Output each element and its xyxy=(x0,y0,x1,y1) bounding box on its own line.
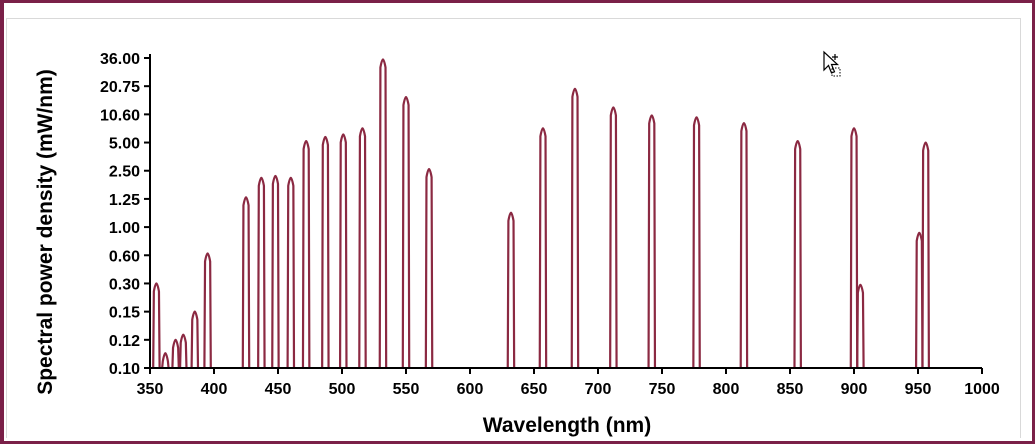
y-tick-label: 0.10 xyxy=(109,361,140,378)
series-group xyxy=(152,58,930,369)
spectral-peak-516nm xyxy=(358,127,367,369)
x-tick-label: 750 xyxy=(649,381,676,398)
y-tick-label: 10.60 xyxy=(100,107,140,124)
mouse-cursor-icon xyxy=(823,50,841,77)
x-tick-label: 550 xyxy=(393,381,420,398)
spectral-peak-657nm xyxy=(538,127,548,369)
spectral-peak-448nm xyxy=(271,174,280,369)
spectral-peak-900nm xyxy=(849,127,859,369)
y-tick-label: 0.60 xyxy=(109,248,140,265)
spectral-peak-951nm xyxy=(914,231,924,369)
spectral-peak-395nm xyxy=(203,252,212,369)
spectral-peak-956nm xyxy=(921,141,930,369)
spectral-peak-777nm xyxy=(692,116,701,369)
y-tick-label: 0.12 xyxy=(109,333,140,350)
spectral-peak-355nm xyxy=(152,282,161,369)
spectral-peak-487nm xyxy=(321,135,330,369)
x-tick-label: 700 xyxy=(585,381,612,398)
y-tick-label: 1.25 xyxy=(109,192,140,209)
spectral-peak-682nm xyxy=(570,87,580,369)
x-tick-label: 900 xyxy=(841,381,868,398)
y-tick-label: 20.75 xyxy=(100,79,140,96)
spectral-peak-712nm xyxy=(609,106,618,369)
spectral-peak-472nm xyxy=(301,139,311,369)
x-tick-label: 400 xyxy=(201,381,228,398)
x-tick-label: 850 xyxy=(777,381,804,398)
spectral-peak-814nm xyxy=(739,121,749,369)
spectral-peak-632nm xyxy=(506,211,516,369)
x-tick-label: 650 xyxy=(521,381,548,398)
y-tick-label: 0.15 xyxy=(109,305,140,322)
axes-group xyxy=(149,54,982,369)
spectral-peak-905nm xyxy=(856,283,865,369)
x-tick-label: 950 xyxy=(905,381,932,398)
spectral-peak-362nm xyxy=(161,352,170,369)
x-tick-label: 450 xyxy=(265,381,292,398)
spectral-peak-370nm xyxy=(171,338,180,369)
spectral-peak-856nm xyxy=(793,139,802,369)
y-tick-label: 0.30 xyxy=(109,276,140,293)
y-tick-label: 1.00 xyxy=(109,220,140,237)
spectral-peak-425nm xyxy=(241,196,251,369)
y-tick-label: 36.00 xyxy=(100,51,140,68)
x-tick-label: 1000 xyxy=(964,381,1000,398)
spectral-peak-550nm xyxy=(401,95,411,369)
spectral-peak-460nm xyxy=(286,176,296,369)
y-tick-label: 5.00 xyxy=(109,136,140,153)
x-tick-label: 350 xyxy=(137,381,164,398)
y-ticks: 0.10 0.12 0.15 0.30 0.60 1.00 1.25 2.50 5.00 10.6… xyxy=(100,51,150,378)
spectral-peak-532nm xyxy=(378,58,388,369)
y-axis-title: Spectral power density (mW/nm) xyxy=(34,69,57,395)
y-tick-label: 2.50 xyxy=(109,164,140,181)
spectral-peak-568nm xyxy=(424,168,434,369)
x-tick-label: 600 xyxy=(457,381,484,398)
x-tick-label: 800 xyxy=(713,381,740,398)
x-tick-label: 500 xyxy=(329,381,356,398)
x-ticks: 350 400 450 500 550 600 650 700 750 800 850 900 950 1… xyxy=(137,368,1000,398)
spectral-peak-385nm xyxy=(190,310,200,369)
spectral-peak-742nm xyxy=(647,114,657,369)
spectral-peak-501nm xyxy=(338,133,348,369)
spectral-peak-437nm xyxy=(257,176,266,369)
spectral-peak-376nm xyxy=(178,333,188,369)
x-axis-title: Wavelength (nm) xyxy=(483,414,651,437)
